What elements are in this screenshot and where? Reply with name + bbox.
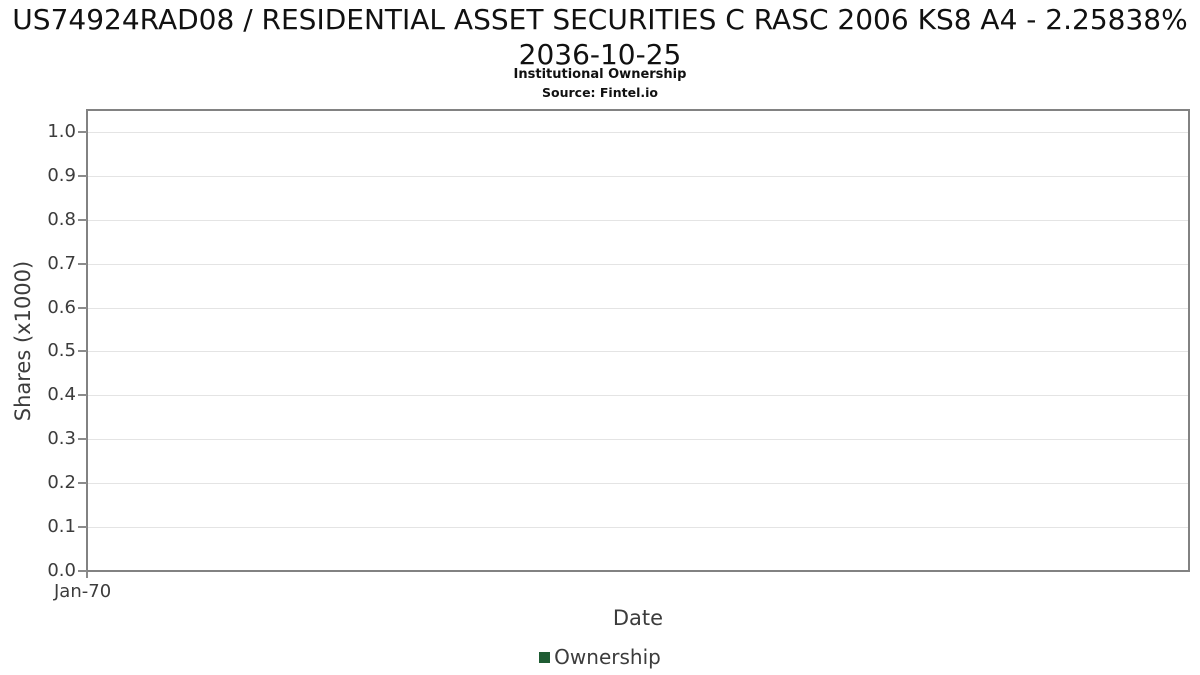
chart-title: US74924RAD08 / RESIDENTIAL ASSET SECURIT… <box>12 3 1188 71</box>
y-tick-label: 0.8 <box>47 208 76 230</box>
y-tick-label: 0.1 <box>47 516 76 538</box>
legend-marker <box>539 651 551 663</box>
x-tick-label: Jan-70 <box>54 581 112 602</box>
plot-area <box>86 109 1190 572</box>
y-tick-mark <box>78 438 87 441</box>
legend-label: Ownership <box>554 645 661 669</box>
y-tick-mark <box>78 262 87 265</box>
y-tick-mark <box>78 174 87 177</box>
y-tick-label: 1.0 <box>47 120 76 142</box>
x-axis-label: Date <box>612 606 664 630</box>
y-tick-mark <box>78 570 87 572</box>
y-tick-label: 0.0 <box>47 560 76 581</box>
y-tick-mark <box>78 350 87 353</box>
gridline <box>88 527 1188 529</box>
y-tick-mark <box>78 130 87 133</box>
gridline <box>88 483 1188 485</box>
y-tick-mark <box>78 482 87 485</box>
gridline <box>88 263 1188 265</box>
gridline <box>88 307 1188 309</box>
y-tick-mark <box>78 218 87 221</box>
gridline <box>88 439 1188 441</box>
gridline <box>88 351 1188 353</box>
gridline <box>88 395 1188 397</box>
gridline <box>88 175 1188 177</box>
y-tick-label: 0.3 <box>47 428 76 450</box>
gridline <box>88 131 1188 133</box>
y-tick-label: 0.4 <box>47 384 76 406</box>
y-tick-mark <box>78 394 87 397</box>
gridline <box>88 219 1188 221</box>
legend: Ownership <box>0 645 1200 669</box>
y-tick-label: 0.7 <box>47 252 76 274</box>
y-tick-mark <box>78 526 87 529</box>
chart-subtitle: Institutional Ownership <box>513 67 687 82</box>
chart-source-credit: Source: Fintel.io <box>542 85 658 100</box>
y-tick-label: 0.6 <box>47 296 76 318</box>
x-tick-mark <box>86 572 88 578</box>
y-tick-mark <box>78 306 87 309</box>
y-tick-label: 0.9 <box>47 164 76 186</box>
y-tick-label: 0.5 <box>47 340 76 362</box>
y-tick-label: 0.2 <box>47 472 76 494</box>
